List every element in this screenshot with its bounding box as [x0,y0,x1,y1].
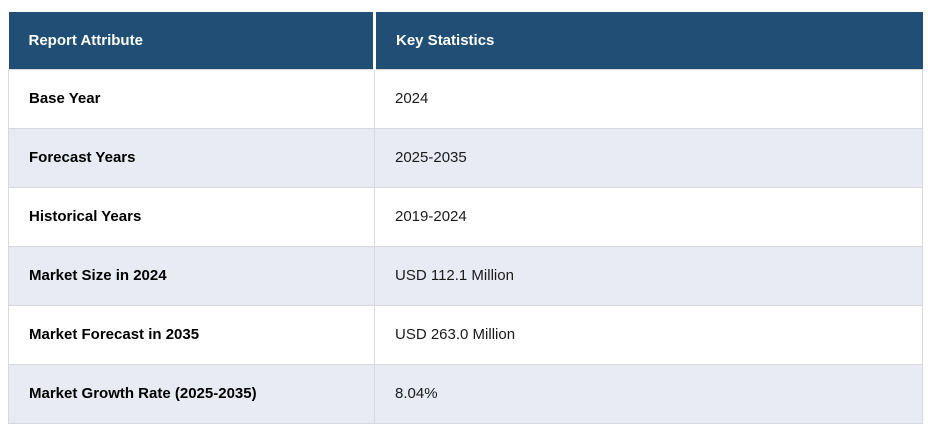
attribute-cell: Historical Years [8,186,375,247]
table-row: Market Forecast in 2035 USD 263.0 Millio… [8,304,923,365]
table-row: Historical Years 2019-2024 [8,186,923,247]
attribute-cell: Market Growth Rate (2025-2035) [8,363,375,424]
table-body: Base Year 2024 Forecast Years 2025-2035 … [8,68,923,424]
table-row: Forecast Years 2025-2035 [8,127,923,188]
value-cell: USD 263.0 Million [374,304,923,365]
header-key-statistics: Key Statistics [373,12,923,69]
header-row: Report Attribute Key Statistics [8,12,923,69]
table-row: Market Growth Rate (2025-2035) 8.04% [8,363,923,424]
table-header: Report Attribute Key Statistics [8,12,923,69]
value-cell: 2024 [374,68,923,129]
attribute-cell: Market Forecast in 2035 [8,304,375,365]
value-cell: 2019-2024 [374,186,923,247]
attribute-cell: Market Size in 2024 [8,245,375,306]
attribute-cell: Forecast Years [8,127,375,188]
table-row: Market Size in 2024 USD 112.1 Million [8,245,923,306]
table-row: Base Year 2024 [8,68,923,129]
value-cell: USD 112.1 Million [374,245,923,306]
report-attributes-table: Report Attribute Key Statistics Base Yea… [8,12,923,424]
value-cell: 8.04% [374,363,923,424]
value-cell: 2025-2035 [374,127,923,188]
header-report-attribute: Report Attribute [8,12,375,69]
attribute-cell: Base Year [8,68,375,129]
